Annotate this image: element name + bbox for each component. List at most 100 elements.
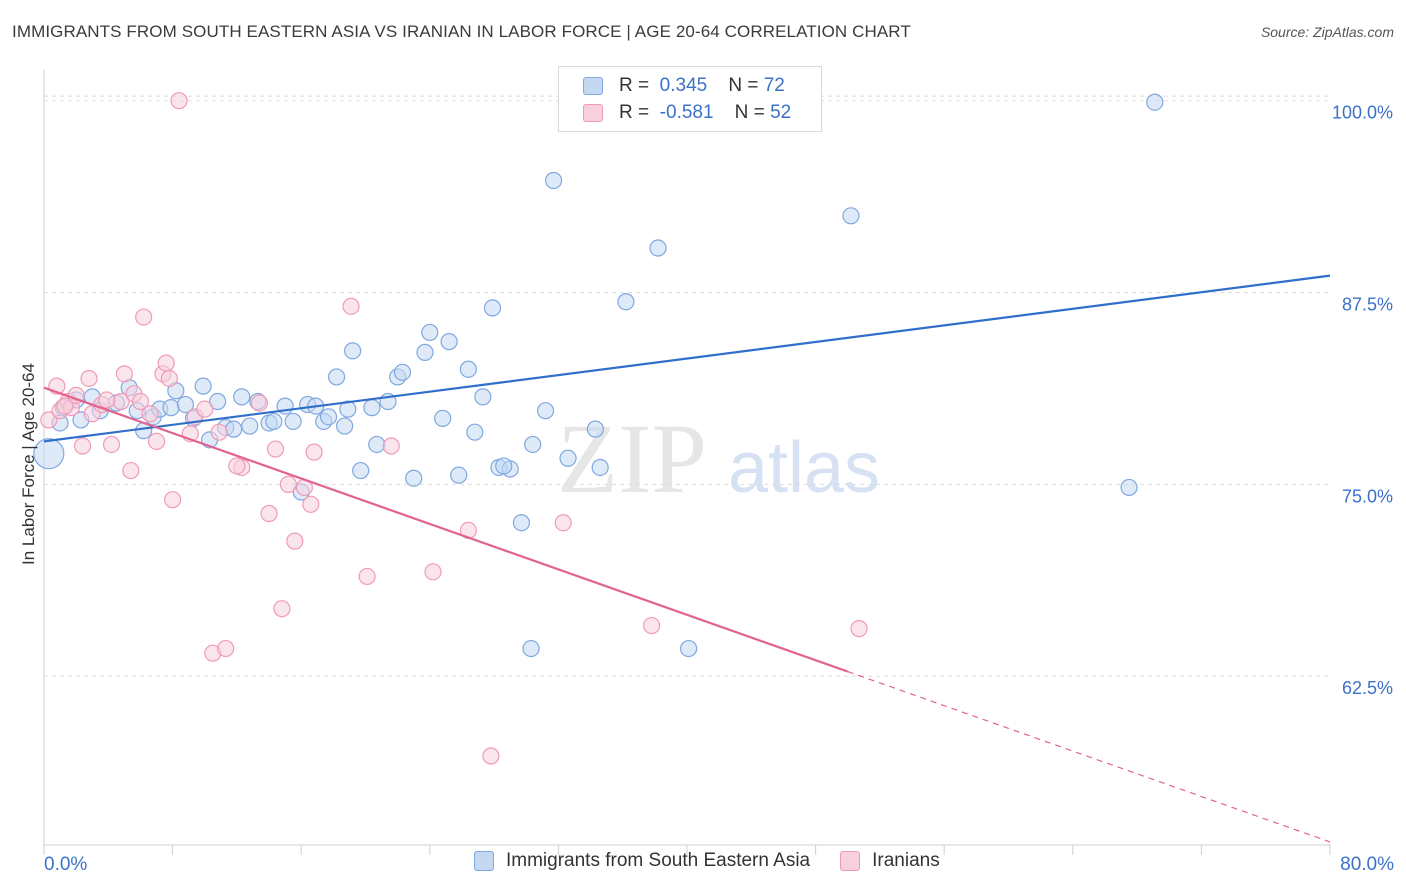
point-iranian — [160, 369, 178, 388]
point-iranian — [302, 495, 320, 513]
y-tick-label: 100.0% — [1332, 103, 1393, 123]
point-iranian — [342, 297, 360, 315]
legend-n-value-sea: 72 — [763, 75, 785, 96]
point-sea — [586, 420, 604, 438]
point-iranian — [135, 308, 153, 326]
x-tick-label-min: 0.0% — [44, 854, 87, 875]
watermark-atlas: atlas — [728, 428, 880, 508]
point-sea — [421, 323, 439, 342]
x-tick-label-max: 80.0% — [1340, 854, 1394, 875]
point-iranian — [102, 435, 121, 454]
point-iranian — [73, 437, 92, 455]
legend-r-label: R = — [619, 102, 650, 123]
point-iranian — [643, 616, 661, 635]
point-sea — [512, 514, 531, 532]
point-sea — [649, 239, 667, 257]
y-tick-label: 87.5% — [1342, 295, 1393, 315]
chart-source: Source: ZipAtlas.com — [1260, 24, 1394, 40]
point-sea — [225, 420, 243, 438]
legend-n-value-iranian: 52 — [770, 102, 792, 123]
point-iranian — [305, 443, 323, 461]
point-iranian — [482, 747, 500, 765]
y-axis-label: In Labor Force | Age 20-64 — [19, 363, 38, 565]
legend-n-label: N = — [734, 102, 765, 123]
point-iranian — [164, 491, 182, 509]
legend-swatch-sea — [583, 77, 603, 95]
point-iranian — [273, 600, 291, 618]
point-sea — [284, 412, 302, 431]
point-sea — [405, 469, 423, 487]
point-sea — [352, 461, 370, 480]
point-sea — [434, 409, 452, 427]
point-sea — [319, 408, 338, 426]
watermark-zip: ZIP — [557, 403, 707, 514]
y-tick-label: 62.5% — [1342, 678, 1393, 698]
legend-row-iranian: R = -0.581 N = 52 — [583, 100, 791, 126]
series-legend-label-sea: Immigrants from South Eastern Asia — [506, 850, 811, 871]
trend-line-iranian — [43, 386, 849, 673]
point-iranian — [554, 514, 572, 532]
point-sea — [194, 377, 212, 395]
series-legend: Immigrants from South Eastern Asia Irani… — [474, 850, 970, 872]
point-sea — [344, 342, 362, 360]
point-iranian — [170, 92, 188, 110]
point-iranian — [141, 405, 159, 423]
point-sea — [495, 457, 513, 475]
point-iranian — [279, 475, 297, 493]
point-sea — [1146, 93, 1164, 111]
series-legend-item-iranian[interactable]: Iranians — [840, 850, 940, 872]
point-iranian — [286, 532, 304, 550]
point-iranian — [358, 567, 376, 586]
point-sea — [466, 423, 484, 441]
point-sea — [336, 417, 354, 435]
point-sea — [680, 639, 698, 658]
point-sea — [363, 399, 381, 417]
point-sea — [440, 333, 458, 351]
series-legend-label-iranian: Iranians — [872, 850, 940, 871]
legend-swatch-iranian — [583, 104, 603, 122]
point-sea — [1120, 478, 1138, 497]
point-sea — [393, 363, 412, 381]
point-iranian — [424, 563, 442, 581]
point-sea — [327, 368, 346, 386]
point-iranian — [228, 457, 246, 475]
point-iranian — [56, 397, 74, 415]
point-sea — [559, 449, 577, 467]
point-iranian — [266, 440, 285, 458]
point-sea — [176, 395, 195, 414]
point-sea — [33, 438, 65, 470]
point-iranian — [382, 437, 400, 455]
legend-row-sea: R = 0.345 N = 72 — [583, 73, 785, 99]
point-iranian — [210, 423, 228, 441]
point-sea — [536, 402, 555, 420]
series-legend-item-sea[interactable]: Immigrants from South Eastern Asia — [474, 850, 810, 872]
point-iranian — [122, 461, 140, 480]
y-tick-labels: 62.5% 75.0% 87.5% 100.0% — [1332, 103, 1393, 698]
point-iranian — [250, 394, 269, 412]
point-sea — [241, 417, 259, 435]
gridlines — [44, 95, 1330, 677]
chart-title: IMMIGRANTS FROM SOUTH EASTERN ASIA VS IR… — [12, 22, 911, 41]
legend-r-label: R = — [619, 75, 650, 96]
point-iranian — [80, 369, 98, 388]
point-sea — [617, 293, 635, 311]
point-sea — [233, 388, 251, 406]
point-sea — [209, 392, 227, 411]
point-iranian — [157, 354, 175, 372]
point-sea — [459, 360, 477, 378]
point-sea — [524, 435, 542, 454]
point-iranian — [98, 391, 116, 409]
point-sea — [450, 466, 468, 484]
trend-lines — [43, 274, 1331, 843]
series-swatch-sea — [474, 851, 494, 871]
legend-r-value-iranian: -0.581 — [659, 102, 714, 123]
trend-line-iranian-extension — [847, 671, 1331, 843]
point-sea — [368, 435, 386, 454]
point-sea — [842, 207, 860, 225]
point-sea — [522, 639, 540, 658]
series-swatch-iranian — [840, 851, 861, 871]
point-iranian — [217, 639, 235, 658]
point-iranian — [196, 400, 214, 418]
data-points — [33, 89, 1164, 765]
